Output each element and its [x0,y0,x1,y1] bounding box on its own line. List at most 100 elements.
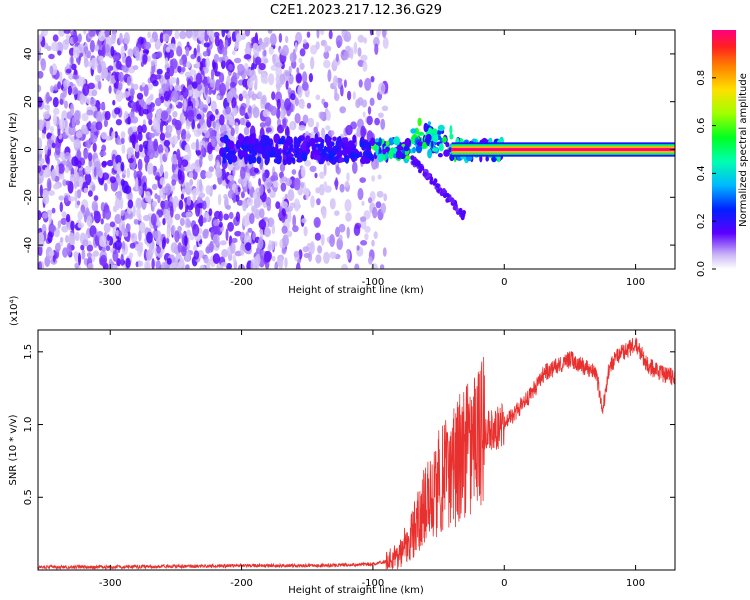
noise-cell [91,184,96,191]
noise-cell [242,90,248,99]
noise-cell [303,226,308,237]
noise-cell [225,106,232,115]
noise-cell [179,30,187,40]
noise-cell [199,179,203,192]
noise-cell [208,166,214,173]
signal-cell [286,137,290,147]
noise-cell [118,230,122,239]
noise-cell [155,239,162,246]
noise-cell [300,181,304,189]
noise-cell [259,184,264,196]
noise-cell [310,195,315,208]
noise-cell [152,80,159,87]
noise-cell [199,140,206,148]
noise-cell [315,94,321,101]
signal-cell [437,153,443,158]
noise-cell [104,110,111,121]
noise-cell [187,109,194,122]
noise-cell [281,225,288,234]
noise-cell [195,149,201,156]
noise-cell [343,50,350,60]
signal-cell [395,150,402,160]
noise-cell [127,127,133,136]
noise-cell [150,213,157,226]
snr-ytick-label: 0.5 [23,489,34,505]
noise-cell [284,193,288,201]
noise-cell [382,247,387,257]
signal-cell [336,138,343,146]
spectrogram-ytick-label: 20 [23,95,34,108]
noise-cell [123,91,130,98]
noise-cell [292,214,297,228]
noise-cell [82,239,89,247]
noise-cell [47,190,55,196]
noise-cell [223,213,230,221]
noise-cell [295,262,301,269]
noise-cell [112,249,119,262]
noise-cell [382,36,389,49]
noise-cell [192,88,200,100]
noise-cell [279,73,286,85]
noise-cell [84,165,92,175]
noise-cell [127,157,134,164]
noise-cell [38,260,43,269]
noise-cell [289,52,297,63]
signal-cell [296,136,302,145]
noise-cell [146,231,153,244]
noise-cell [38,40,41,51]
signal-cell [305,135,311,142]
noise-cell [346,249,351,261]
noise-cell [345,212,352,222]
noise-cell [68,232,75,246]
noise-cell [83,258,88,266]
noise-cell [156,68,163,75]
noise-cell [70,55,74,65]
signal-cell [370,137,376,146]
noise-cell [131,116,139,124]
noise-cell [83,187,89,194]
signal-cell [295,144,300,151]
noise-cell [284,125,290,138]
noise-cell [290,93,296,101]
noise-cell [38,232,45,245]
noise-cell [299,48,306,57]
noise-cell [153,138,159,152]
noise-cell [181,246,187,257]
noise-cell [320,233,325,246]
noise-cell [157,195,161,204]
noise-cell [126,167,130,179]
noise-cell [99,235,107,248]
noise-cell [354,263,360,269]
noise-cell [309,165,317,173]
noise-cell [159,32,164,44]
noise-cell [186,61,191,69]
spectrogram-ylabel: Frequency (Hz) [8,112,19,188]
signal-cell [278,138,285,144]
noise-cell [288,65,292,75]
noise-cell [133,169,137,180]
noise-cell [344,180,350,188]
noise-cell [55,242,61,253]
noise-cell [264,227,271,238]
noise-cell [86,244,94,252]
noise-cell [155,260,161,269]
noise-cell [174,30,180,40]
noise-cell [197,218,204,224]
noise-cell [343,79,347,88]
noise-cell [281,215,286,223]
noise-cell [170,242,178,254]
noise-cell [126,76,131,86]
noise-cell [118,71,124,83]
noise-cell [298,57,303,64]
noise-cell [353,224,361,236]
noise-cell [185,46,190,57]
noise-cell [196,113,202,120]
noise-cell [144,260,151,269]
noise-cell [138,106,144,117]
noise-cell [57,220,61,229]
noise-cell [46,178,52,191]
noise-cell [177,65,182,73]
signal-cell [388,137,395,146]
noise-cell [127,116,131,125]
noise-cell [154,193,158,200]
